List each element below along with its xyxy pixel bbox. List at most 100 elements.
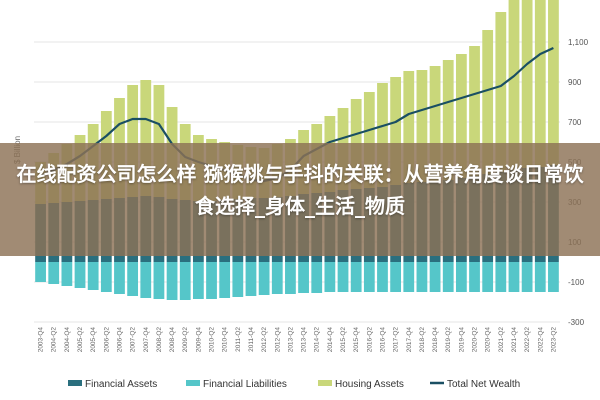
bar-financial-liabilities	[350, 262, 362, 292]
bar-financial-liabilities	[442, 262, 454, 292]
bar-housing-assets	[495, 12, 507, 172]
bar-financial-liabilities	[429, 262, 441, 292]
legend-swatch	[68, 380, 82, 386]
x-tick-label: 2006-Q2	[103, 327, 110, 353]
bar-financial-liabilities	[74, 262, 86, 288]
x-tick-label: 2007-Q4	[143, 327, 150, 353]
legend-label: Financial Liabilities	[203, 379, 287, 390]
bar-housing-assets	[377, 83, 388, 187]
bar-financial-liabilities	[258, 262, 270, 295]
x-tick-label: 2007-Q2	[130, 327, 137, 353]
y-tick-label: 900	[568, 78, 582, 87]
bar-housing-assets	[469, 46, 480, 176]
bar-financial-liabilities	[390, 262, 402, 292]
bar-financial-liabilities	[232, 262, 244, 297]
bar-financial-liabilities	[87, 262, 99, 290]
bar-housing-assets	[482, 30, 494, 174]
bar-financial-liabilities	[469, 262, 480, 292]
bar-housing-assets	[521, 0, 533, 168]
x-tick-label: 2013-Q2	[287, 327, 294, 353]
bar-housing-assets	[416, 70, 428, 182]
bar-housing-assets	[508, 0, 520, 170]
x-tick-label: 2018-Q2	[419, 327, 426, 353]
x-tick-label: 2016-Q2	[366, 327, 373, 353]
bar-financial-liabilities	[61, 262, 73, 286]
x-tick-label: 2010-Q2	[209, 327, 216, 353]
bar-financial-liabilities	[377, 262, 388, 292]
bar-financial-liabilities	[311, 262, 323, 293]
legend-swatch	[318, 380, 332, 386]
x-tick-label: 2017-Q2	[393, 327, 400, 353]
bar-financial-liabilities	[548, 262, 559, 292]
y-tick-label: 1,100	[568, 38, 589, 47]
bar-financial-liabilities	[100, 262, 112, 292]
x-tick-label: 2008-Q4	[169, 327, 176, 353]
x-tick-label: 2019-Q2	[445, 327, 452, 353]
bar-financial-liabilities	[206, 262, 217, 299]
bar-financial-liabilities	[285, 262, 296, 294]
x-tick-label: 2023-Q2	[550, 327, 557, 353]
bar-financial-liabilities	[153, 262, 165, 299]
x-tick-label: 2019-Q4	[458, 327, 465, 353]
x-tick-labels: 2003-Q4 2004-Q2 2004-Q4 2005-Q2 2005-Q4 2006-…	[38, 327, 558, 353]
bar-financial-liabilities	[455, 262, 467, 292]
x-tick-label: 2011-Q2	[235, 327, 242, 352]
x-tick-label: 2012-Q2	[261, 327, 268, 353]
y-tick-label: 700	[568, 118, 582, 127]
bar-financial-liabilities	[48, 262, 60, 284]
bar-housing-assets	[153, 85, 165, 197]
bar-financial-liabilities	[482, 262, 494, 292]
x-tick-label: 2009-Q2	[182, 327, 189, 353]
bar-financial-liabilities	[495, 262, 507, 292]
y-tick-label: -100	[568, 278, 585, 287]
bar-financial-liabilities	[245, 262, 257, 296]
bar-housing-assets	[534, 0, 546, 167]
bar-housing-assets	[429, 66, 441, 181]
bar-housing-assets	[127, 85, 139, 197]
x-tick-label: 2017-Q4	[406, 327, 413, 353]
x-tick-label: 2022-Q2	[524, 327, 531, 353]
legend: Financial Assets Financial Liabilities Hou…	[68, 379, 520, 390]
x-tick-label: 2013-Q4	[301, 327, 308, 353]
bar-housing-assets	[442, 60, 454, 180]
x-tick-label: 2005-Q2	[77, 327, 84, 353]
bar-housing-assets	[455, 54, 467, 178]
x-tick-label: 2020-Q4	[485, 327, 492, 353]
bar-financial-liabilities	[534, 262, 546, 292]
x-tick-label: 2020-Q2	[472, 327, 479, 353]
bar-financial-liabilities	[521, 262, 533, 292]
bar-housing-assets	[403, 71, 415, 183]
bar-financial-liabilities	[35, 262, 46, 282]
x-tick-label: 2021-Q2	[498, 327, 505, 353]
article-title: 在线配资公司怎么样 猕猴桃与手抖的关联：从营养角度谈日常饮食选择_身体_生活_物…	[16, 162, 584, 218]
legend-label: Financial Assets	[85, 379, 157, 390]
x-tick-label: 2003-Q4	[38, 327, 45, 353]
x-tick-label: 2004-Q2	[51, 327, 58, 353]
bar-housing-assets	[390, 77, 402, 185]
x-tick-label: 2022-Q4	[537, 327, 544, 353]
bar-financial-liabilities	[271, 262, 283, 294]
x-tick-label: 2014-Q2	[314, 327, 321, 353]
x-tick-label: 2014-Q4	[327, 327, 334, 353]
x-tick-label: 2012-Q4	[274, 327, 281, 353]
bar-financial-liabilities	[179, 262, 191, 300]
x-tick-label: 2011-Q4	[248, 327, 255, 352]
x-tick-label: 2005-Q4	[90, 327, 97, 353]
bar-financial-liabilities	[324, 262, 336, 292]
bar-housing-assets	[548, 0, 559, 165]
bar-financial-liabilities	[337, 262, 349, 292]
bar-financial-liabilities	[363, 262, 375, 292]
bar-financial-liabilities	[416, 262, 428, 292]
bar-financial-liabilities	[127, 262, 139, 296]
y-tick-label: -300	[568, 318, 585, 327]
x-tick-label: 2004-Q4	[64, 327, 71, 353]
bar-financial-liabilities	[166, 262, 178, 300]
title-banner	[0, 143, 600, 256]
bar-financial-liabilities	[298, 262, 309, 293]
legend-swatch	[186, 380, 200, 386]
x-tick-label: 2009-Q4	[195, 327, 202, 353]
legend-label: Total Net Wealth	[447, 379, 520, 390]
bar-housing-assets	[363, 92, 375, 188]
bar-financial-liabilities	[140, 262, 152, 298]
x-tick-label: 2010-Q4	[222, 327, 229, 353]
